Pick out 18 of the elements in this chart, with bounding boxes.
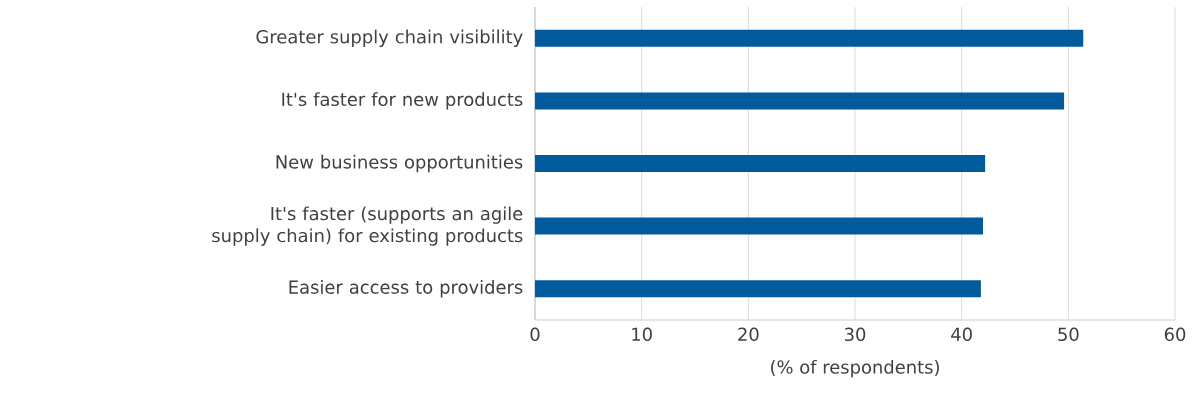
y-tick-label: It's faster for new products: [282, 92, 523, 110]
x-tick-label: 30: [844, 327, 866, 342]
x-tick-label: 50: [1058, 327, 1079, 342]
bar: [535, 92, 1065, 110]
bar: [535, 280, 981, 298]
y-tick-label: New business opportunities: [276, 154, 523, 173]
y-tick-label: Easier access to providers: [289, 280, 523, 298]
bar: [535, 155, 986, 172]
y-tick-label: It's faster (supports an agile supply chain) for existing products: [212, 206, 523, 246]
x-axis-title: (% of respondents): [771, 359, 939, 378]
x-tick-label: 60: [1164, 327, 1186, 342]
x-tick-label: 20: [738, 327, 759, 342]
x-tick-label: 40: [951, 327, 972, 342]
bar: [535, 217, 984, 235]
y-tick-label: Greater supply chain visibility: [256, 29, 523, 47]
x-tick-label: 0: [530, 327, 540, 342]
x-tick-label: 10: [632, 327, 652, 342]
bar: [535, 29, 1084, 47]
